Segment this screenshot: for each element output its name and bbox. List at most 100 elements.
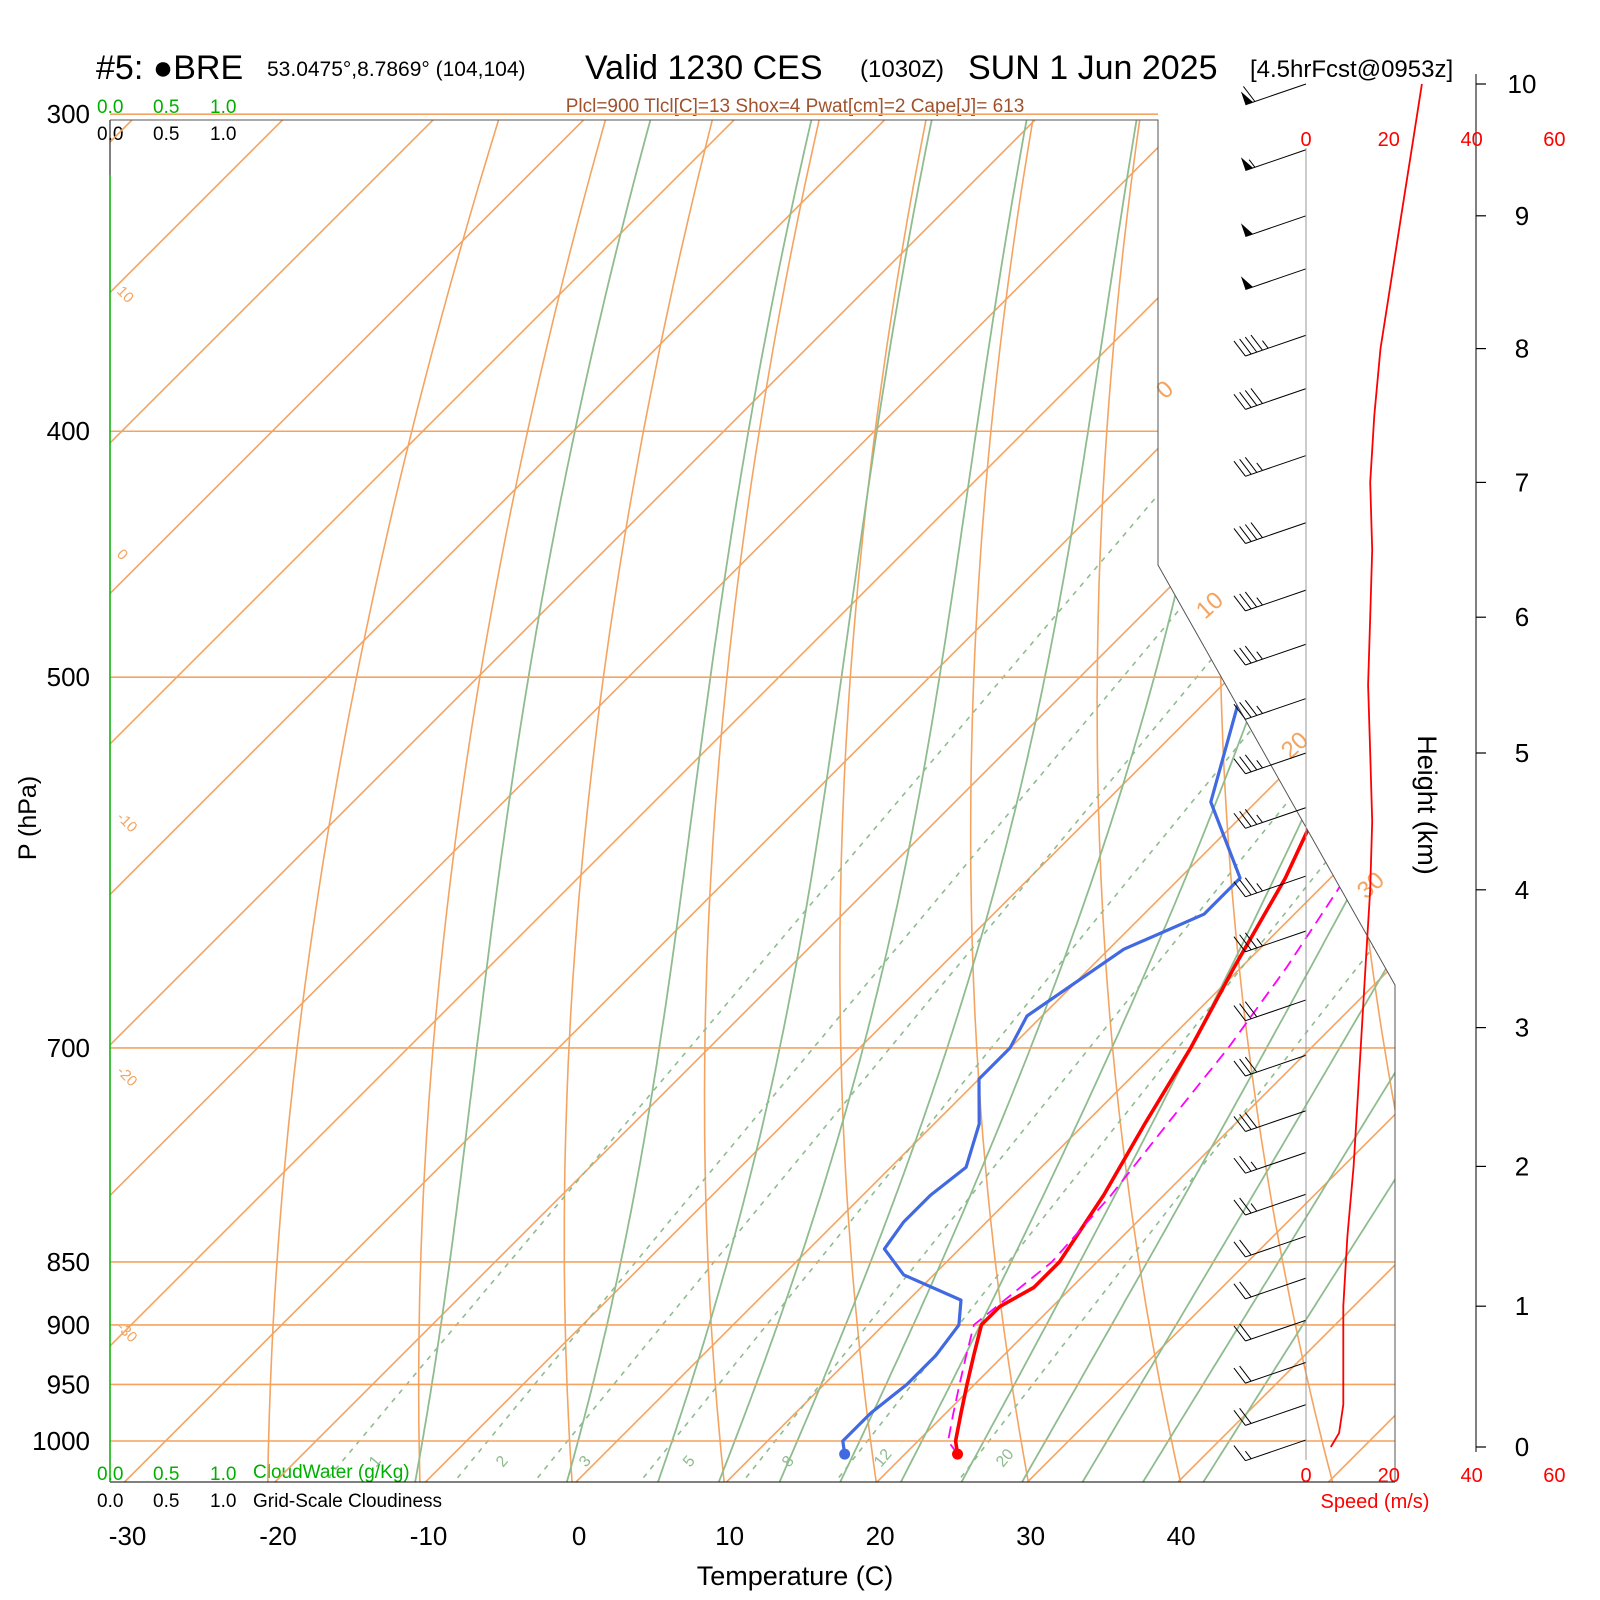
wind-barb: [1233, 930, 1307, 953]
height-tick-label: 10: [1508, 69, 1537, 99]
barb-feather: [1239, 811, 1252, 827]
isotherm-line: [110, 120, 1137, 1482]
barb-feather: [1239, 934, 1252, 951]
height-axis-title: Height (km): [1412, 735, 1442, 875]
pressure-tick-label: 1000: [32, 1426, 90, 1456]
barb-half-feather: [1256, 938, 1263, 947]
moist-adiabat-line: [893, 120, 1395, 1482]
barb-feather: [1244, 591, 1258, 608]
barb-staff: [1245, 268, 1307, 291]
dry-adiabat-line: [839, 120, 983, 1482]
wind-barb: [1233, 1110, 1307, 1132]
barb-feather: [1233, 1367, 1246, 1384]
moist-adiabat-line: [712, 120, 1080, 1482]
barb-feather: [1233, 528, 1246, 544]
barb-half-feather: [1250, 1203, 1258, 1212]
stability-indices: Plcl=900 Tlcl[C]=13 Shox=4 Pwat[cm]=2 Ca…: [566, 96, 1025, 117]
pressure-tick-label: 300: [47, 99, 90, 129]
barb-feather: [1233, 1005, 1246, 1022]
barb-staff: [1245, 875, 1307, 898]
mixing-ratio-line: [629, 430, 1395, 1482]
barb-staff: [1245, 1110, 1307, 1132]
barb-feather: [1233, 812, 1246, 829]
moist-adiabat-line: [652, 120, 990, 1482]
barb-feather: [1244, 754, 1258, 771]
parcel-trace: [947, 167, 1395, 1455]
wind-barb: [1233, 752, 1307, 775]
isotherm-line: [261, 120, 1395, 1482]
barb-feather: [1243, 86, 1256, 102]
speed-tick-label: 40: [1460, 1465, 1482, 1487]
isotherm-label: 0: [1151, 375, 1179, 404]
x-axis-title: Temperature (C): [697, 1561, 894, 1591]
height-tick-label: 9: [1515, 201, 1529, 231]
barb-feather: [1239, 1114, 1252, 1130]
mixing-ratio-line: [442, 430, 1330, 1482]
barb-feather: [1233, 1116, 1246, 1132]
dry-adiabat-line: [703, 120, 883, 1482]
barb-staff: [1245, 930, 1307, 953]
barb-half-feather: [1256, 814, 1263, 823]
barb-feather: [1244, 524, 1258, 540]
grid-lines: [110, 0, 1600, 1495]
barb-feather: [1233, 1325, 1246, 1342]
isotherm-line: [713, 120, 1395, 1482]
barb-feather: [1233, 703, 1246, 720]
barb-half-feather: [1244, 1450, 1252, 1460]
isotherm-line: [110, 120, 686, 1482]
barb-feather: [1239, 1408, 1252, 1424]
barb-feather: [1233, 1241, 1246, 1258]
speed-tick-label: 40: [1460, 129, 1482, 151]
pressure-tick-label: 500: [47, 662, 90, 692]
wind-barb: [1233, 589, 1307, 612]
speed-panel: 0 1 2 3 4 5 6 7 8 9 10 0 0 20 20 40 40 60 60: [1300, 69, 1565, 1487]
height-tick-label: 0: [1515, 1432, 1529, 1462]
height-tick-label: 4: [1515, 875, 1529, 905]
wind-barb: [1233, 522, 1307, 544]
wind-barb: [1233, 807, 1307, 829]
wind-barb: [1240, 215, 1307, 238]
barb-staff: [1245, 752, 1307, 775]
barb-feather: [1239, 1281, 1252, 1298]
pressure-tick-label: 400: [47, 416, 90, 446]
cloudwater-label: CloudWater (g/Kg): [253, 1462, 410, 1483]
barb-feather: [1239, 1155, 1252, 1172]
wind-barb: [1233, 334, 1307, 357]
barb-feather: [1244, 457, 1258, 473]
isotherm-line: [110, 120, 234, 1482]
barb-staff: [1245, 1193, 1307, 1216]
barb-feather: [1239, 879, 1252, 896]
wind-barb: [1240, 149, 1307, 171]
barb-staff: [1245, 807, 1307, 829]
barb-feather: [1233, 393, 1246, 410]
speed-tick-label: 20: [1378, 129, 1400, 151]
cloud-scale-bottom: 0.0 0.5 1.0 CloudWater (g/Kg) 0.0 0.5 1.…: [97, 1462, 442, 1512]
barb-half-feather: [1256, 760, 1263, 769]
mixing-ratio-label: 20: [993, 1446, 1018, 1471]
height-tick-label: 7: [1515, 467, 1529, 497]
isotherm-label: 10: [1191, 587, 1229, 625]
moist-adiabat-line: [833, 120, 1308, 1482]
wind-barbs: [1233, 83, 1307, 1462]
pressure-tick-label: 700: [47, 1033, 90, 1063]
isotherm-line: [1466, 0, 1600, 1495]
barb-pennant: [1240, 276, 1254, 290]
mixing-ratio-line: [313, 430, 1213, 1482]
height-tick-label: 2: [1515, 1151, 1529, 1181]
moist-adiabat-line: [773, 120, 1184, 1482]
surface-temperature-marker: [952, 1448, 964, 1460]
barb-feather: [1233, 340, 1246, 357]
barb-staff: [1245, 215, 1307, 238]
pressure-tick-label: 900: [47, 1310, 90, 1340]
barb-feather: [1239, 526, 1252, 542]
cloudwater-tick-2: 1.0: [210, 1464, 236, 1485]
barb-half-feather: [1248, 159, 1256, 168]
wind-barb: [1233, 1277, 1307, 1300]
wind-barb: [1233, 1361, 1307, 1384]
surface-dewpoint-marker: [839, 1448, 851, 1460]
dry-adiabat-line: [266, 120, 583, 1482]
moist-adiabat-line: [411, 120, 726, 1482]
moist-adiabat-line: [562, 120, 877, 1482]
cloudwater-tick-2: 1.0: [210, 97, 236, 118]
speed-tick-label: 0: [1300, 129, 1311, 151]
